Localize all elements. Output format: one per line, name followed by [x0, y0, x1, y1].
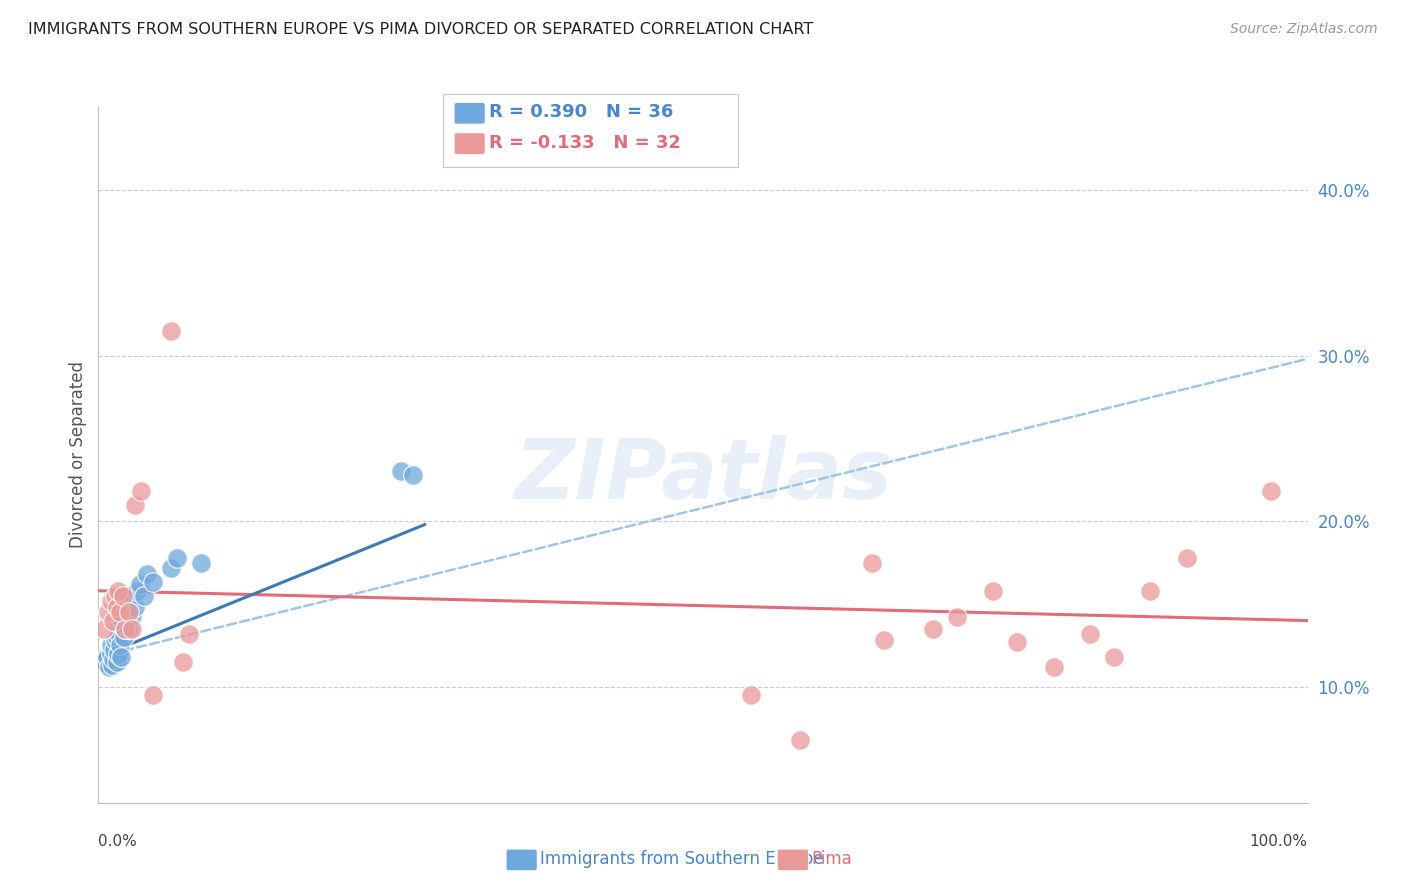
- Point: [118, 605, 141, 619]
- Point: [1260, 484, 1282, 499]
- Point: [860, 556, 883, 570]
- Point: [142, 575, 165, 590]
- Point: [105, 630, 128, 644]
- Point: [160, 324, 183, 338]
- Point: [101, 614, 124, 628]
- Point: [402, 467, 425, 482]
- Point: [946, 610, 969, 624]
- Point: [1139, 583, 1161, 598]
- Point: [100, 639, 122, 653]
- Point: [128, 577, 150, 591]
- Point: [1007, 635, 1029, 649]
- Point: [134, 589, 156, 603]
- Point: [93, 655, 115, 669]
- Text: Source: ZipAtlas.com: Source: ZipAtlas.com: [1230, 22, 1378, 37]
- Point: [1042, 660, 1064, 674]
- Point: [118, 589, 141, 603]
- Point: [121, 608, 143, 623]
- Point: [114, 608, 136, 623]
- Point: [105, 655, 128, 669]
- Point: [124, 600, 146, 615]
- Text: 0.0%: 0.0%: [98, 834, 138, 849]
- Point: [1102, 650, 1125, 665]
- Text: R = 0.390   N = 36: R = 0.390 N = 36: [489, 103, 673, 121]
- Point: [114, 622, 136, 636]
- Text: ZIPatlas: ZIPatlas: [515, 435, 891, 516]
- Point: [160, 560, 183, 574]
- Point: [129, 484, 152, 499]
- Point: [114, 622, 136, 636]
- Point: [110, 650, 132, 665]
- Point: [118, 622, 141, 636]
- Point: [389, 465, 412, 479]
- Point: [166, 550, 188, 565]
- Point: [108, 639, 131, 653]
- Point: [96, 650, 118, 665]
- Point: [93, 622, 115, 636]
- Point: [101, 651, 124, 665]
- Point: [127, 583, 149, 598]
- Point: [112, 630, 135, 644]
- Point: [190, 556, 212, 570]
- Point: [111, 614, 134, 628]
- Point: [873, 633, 896, 648]
- Point: [124, 498, 146, 512]
- Point: [121, 622, 143, 636]
- Point: [111, 589, 134, 603]
- Point: [115, 597, 138, 611]
- Point: [100, 593, 122, 607]
- Point: [1078, 627, 1101, 641]
- Point: [172, 655, 194, 669]
- Point: [921, 622, 943, 636]
- Point: [104, 589, 127, 603]
- Point: [740, 688, 762, 702]
- Text: R = -0.133   N = 32: R = -0.133 N = 32: [489, 134, 681, 152]
- Point: [142, 688, 165, 702]
- Point: [104, 633, 127, 648]
- Point: [179, 627, 201, 641]
- Point: [103, 643, 125, 657]
- Text: Pima: Pima: [811, 850, 852, 868]
- Point: [789, 732, 811, 747]
- Point: [105, 600, 128, 615]
- Point: [98, 660, 121, 674]
- Point: [100, 658, 122, 673]
- Point: [100, 647, 122, 661]
- Point: [108, 627, 131, 641]
- Text: Immigrants from Southern Europe: Immigrants from Southern Europe: [540, 850, 824, 868]
- Text: IMMIGRANTS FROM SOUTHERN EUROPE VS PIMA DIVORCED OR SEPARATED CORRELATION CHART: IMMIGRANTS FROM SOUTHERN EUROPE VS PIMA …: [28, 22, 813, 37]
- Text: 100.0%: 100.0%: [1250, 834, 1308, 849]
- Point: [108, 616, 131, 631]
- Y-axis label: Divorced or Separated: Divorced or Separated: [69, 361, 87, 549]
- Point: [135, 567, 157, 582]
- Point: [107, 647, 129, 661]
- Point: [107, 583, 129, 598]
- Point: [111, 600, 134, 615]
- Point: [108, 605, 131, 619]
- Point: [97, 605, 120, 619]
- Point: [981, 583, 1004, 598]
- Point: [1175, 550, 1198, 565]
